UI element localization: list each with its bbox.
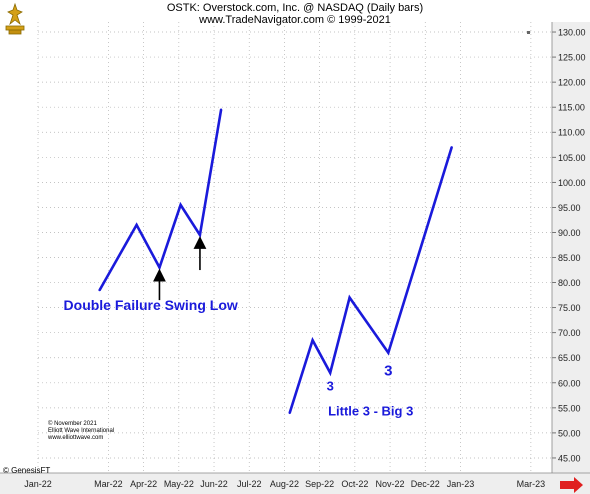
gold-bull-logo-icon [5, 2, 25, 35]
x-tick-label: May-22 [164, 479, 194, 489]
series-point [219, 108, 223, 111]
series-line [98, 109, 223, 291]
red-right-arrow-icon [560, 477, 583, 493]
y-tick-label: 75.00 [558, 303, 581, 313]
y-tick-label: 65.00 [558, 353, 581, 363]
series-point [179, 203, 182, 207]
x-tick-label: Apr-22 [130, 479, 157, 489]
series-point [158, 266, 161, 269]
y-tick-label: 105.00 [558, 153, 586, 163]
x-tick-label: Aug-22 [270, 479, 299, 489]
y-tick-label: 115.00 [558, 103, 585, 113]
series-point [329, 371, 332, 374]
x-tick-label: Dec-22 [411, 479, 440, 489]
series-point [348, 296, 351, 299]
x-tick-label: Jan-23 [447, 479, 475, 489]
y-tick-label: 130.00 [558, 28, 586, 38]
x-tick-label: Mar-23 [517, 479, 546, 489]
y-tick-label: 120.00 [558, 78, 586, 88]
series-point [135, 223, 138, 227]
top-right-marker [527, 31, 530, 34]
y-tick-label: 80.00 [558, 278, 581, 288]
copyright-block: © November 2021 Elliott Wave Internation… [48, 421, 114, 442]
y-tick-label: 90.00 [558, 228, 581, 238]
x-tick-label: Sep-22 [305, 479, 334, 489]
x-tick-label: Mar-22 [94, 479, 123, 489]
y-tick-label: 50.00 [558, 428, 581, 438]
genesis-label: © GenesisFT [3, 466, 51, 475]
series-point [311, 339, 314, 342]
y-tick-label: 125.00 [558, 53, 586, 63]
y-tick-label: 70.00 [558, 328, 581, 338]
series-point [387, 351, 390, 354]
chart-title: OSTK: Overstock.com, Inc. @ NASDAQ (Dail… [166, 2, 424, 14]
y-axis-panel [552, 22, 590, 473]
series-point [98, 288, 101, 292]
series-point [450, 146, 453, 149]
x-tick-label: Jul-22 [237, 479, 262, 489]
annotation-label: 3 [384, 362, 392, 379]
copyright-line: © November 2021 [48, 421, 97, 427]
copyright-line: Elliott Wave International [48, 428, 115, 434]
y-tick-label: 110.00 [558, 128, 585, 138]
x-tick-label: Nov-22 [376, 479, 405, 489]
y-tick-label: 100.00 [558, 178, 586, 188]
series-point [288, 411, 291, 415]
x-tick-label: Oct-22 [341, 479, 368, 489]
annotation-label: Double Failure Swing Low [64, 297, 238, 313]
annotation-label: 3 [327, 378, 334, 393]
y-tick-label: 60.00 [558, 378, 581, 388]
chart-subtitle: www.TradeNavigator.com © 1999-2021 [199, 14, 391, 26]
annotation-label: Little 3 - Big 3 [328, 403, 413, 418]
series-line [288, 146, 453, 414]
y-tick-label: 95.00 [558, 203, 581, 213]
x-tick-label: Jun-22 [200, 479, 228, 489]
copyright-line: www.elliottwave.com [48, 435, 104, 441]
y-tick-label: 85.00 [558, 253, 581, 263]
y-tick-label: 45.00 [558, 453, 581, 463]
series-point [198, 233, 202, 237]
x-tick-label: Jan-22 [24, 479, 52, 489]
y-tick-label: 55.00 [558, 403, 581, 413]
x-axis-panel [0, 473, 590, 494]
